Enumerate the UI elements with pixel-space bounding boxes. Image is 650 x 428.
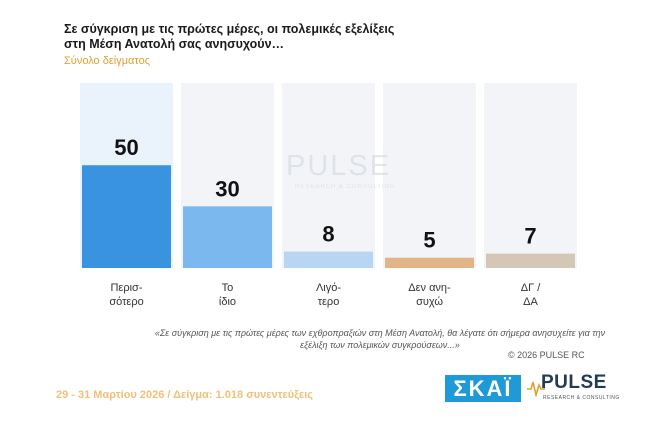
bar bbox=[183, 206, 272, 268]
column-background bbox=[383, 83, 476, 268]
survey-footer: 29 - 31 Μαρτίου 2026 / Δείγμα: 1.018 συν… bbox=[56, 389, 314, 401]
category-label: ΔΑ bbox=[523, 296, 538, 308]
chart-subtitle: Σύνολο δείγματος bbox=[64, 55, 151, 67]
category-label: ΔΓ / bbox=[521, 282, 541, 294]
pulse-logo-text: PULSE bbox=[541, 372, 607, 393]
pulse-logo-tagline: RESEARCH & CONSULTING bbox=[543, 395, 620, 401]
category-label: Λιγό- bbox=[316, 282, 341, 294]
bar bbox=[82, 165, 171, 268]
category-label: συχώ bbox=[416, 296, 443, 308]
bar-value-label: 50 bbox=[114, 135, 138, 160]
bar-value-label: 5 bbox=[423, 228, 435, 253]
bar-value-label: 30 bbox=[215, 176, 239, 201]
column-background bbox=[282, 83, 375, 268]
pulse-wave-icon bbox=[527, 381, 545, 397]
category-label: τερο bbox=[318, 296, 340, 308]
chart-title: Σε σύγκριση με τις πρώτες μέρες, οι πολε… bbox=[64, 22, 395, 51]
bar-value-label: 8 bbox=[322, 222, 334, 247]
skai-logo: ΣΚΑΪ bbox=[445, 375, 521, 402]
category-label: Δεν ανη- bbox=[408, 282, 451, 294]
bar bbox=[486, 253, 575, 268]
category-label: σότερο bbox=[109, 296, 143, 308]
bar bbox=[385, 257, 474, 268]
column-background bbox=[484, 83, 577, 268]
question-footnote: «Σε σύγκριση με τις πρώτες μέρες των εχθ… bbox=[154, 328, 606, 350]
bar-value-label: 7 bbox=[524, 224, 536, 249]
category-label: Το bbox=[222, 282, 234, 294]
pulse-logo: PULSE RESEARCH & CONSULTING bbox=[527, 371, 621, 405]
category-label: ίδιο bbox=[219, 296, 236, 308]
pulse-watermark-tagline: RESEARCH & CONSULTING bbox=[295, 184, 396, 190]
category-label: Περισ- bbox=[110, 282, 142, 294]
copyright: © 2026 PULSE RC bbox=[508, 350, 585, 360]
pulse-watermark: PULSE bbox=[286, 150, 392, 182]
bar bbox=[284, 251, 373, 268]
